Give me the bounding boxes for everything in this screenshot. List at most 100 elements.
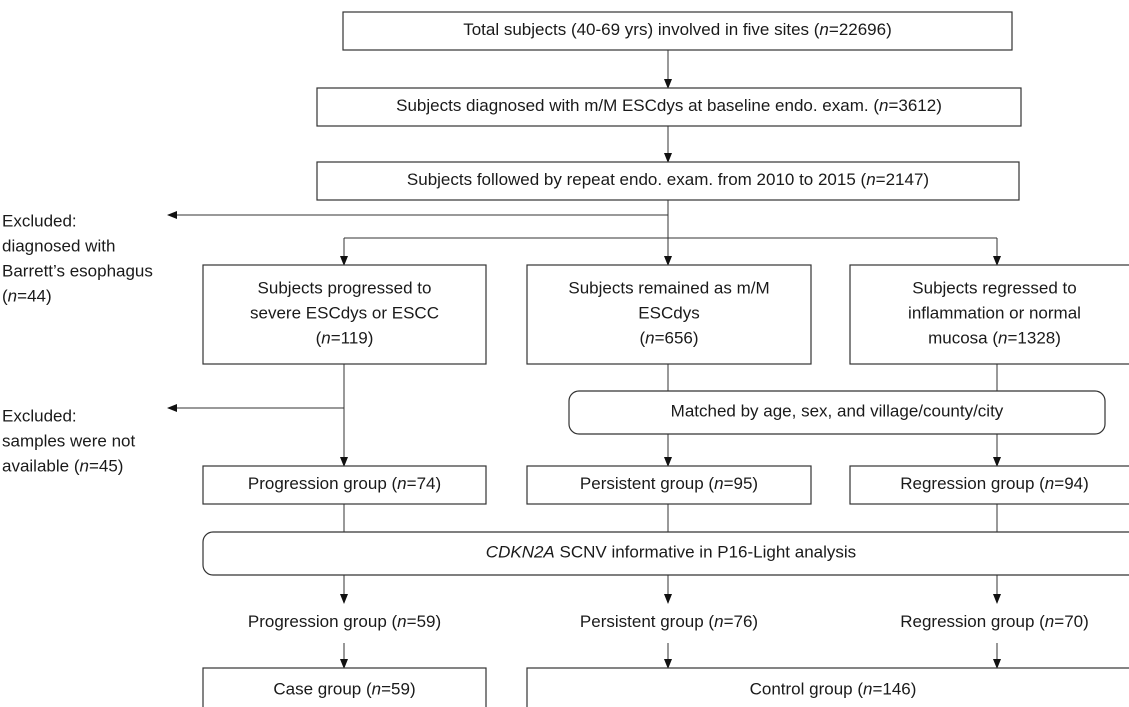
node-label: Persistent group (n=95) [580, 474, 758, 493]
node-label: Progression group (n=74) [248, 474, 441, 493]
node-label: Total subjects (40-69 yrs) involved in f… [463, 20, 892, 39]
node: Excluded: samples were not available (n=45… [2, 407, 136, 476]
label-text: ESCdys [638, 304, 699, 323]
connectors [167, 50, 1001, 669]
label-text: =146) [872, 680, 916, 699]
label-text: Control group ( [750, 680, 864, 699]
label-italic: n [1045, 612, 1054, 631]
node: Persistent group (n=76) [580, 612, 758, 631]
label-italic: n [998, 329, 1007, 348]
box [342, 11, 1013, 51]
label-italic: n [714, 612, 723, 631]
node: Progression group (n=59) [248, 612, 441, 631]
label-text: =74) [407, 474, 442, 493]
label-text: Regression group ( [900, 612, 1045, 631]
label-text: =3612) [888, 96, 941, 115]
label-text: =656) [655, 329, 699, 348]
node-label: Regression group (n=94) [900, 474, 1089, 493]
node: Case group (n=59) [202, 667, 487, 707]
label-italic: n [321, 329, 330, 348]
node: Regression group (n=70) [900, 612, 1089, 631]
label-text: Persistent group ( [580, 612, 715, 631]
node-label: Control group (n=146) [750, 680, 917, 699]
label-text: =2147) [876, 170, 929, 189]
label-text: Progression group ( [248, 612, 398, 631]
label-text: SCNV informative in P16-Light analysis [555, 543, 856, 562]
label-italic: n [879, 96, 888, 115]
label-italic: n [397, 474, 406, 493]
rounded-box [568, 390, 1106, 435]
label-italic: n [1045, 474, 1054, 493]
node: Subjects diagnosed with m/M ESCdys at ba… [316, 87, 1022, 127]
label-text: Subjects diagnosed with m/M ESCdys at ba… [396, 96, 879, 115]
node-label: Barrett’s esophagus [2, 262, 153, 281]
label-text: Regression group ( [900, 474, 1045, 493]
label-text: Excluded: [2, 407, 77, 426]
rounded-box [202, 531, 1129, 576]
label-text: ( [2, 287, 8, 306]
label-italic: n [714, 474, 723, 493]
label-text: available ( [2, 457, 80, 476]
label-italic: n [866, 170, 875, 189]
node-label: Persistent group (n=76) [580, 612, 758, 631]
label-text: Persistent group ( [580, 474, 715, 493]
label-text: =95) [724, 474, 759, 493]
node-label: Regression group (n=70) [900, 612, 1089, 631]
label-text: Excluded: [2, 212, 77, 231]
node: Progression group (n=74) [202, 465, 487, 505]
box [849, 264, 1129, 365]
label-text: =45) [89, 457, 124, 476]
label-text: Case group ( [273, 680, 372, 699]
label-italic: n [372, 680, 381, 699]
box [316, 161, 1020, 201]
node: Control group (n=146) [526, 667, 1129, 707]
label-italic: n [863, 680, 872, 699]
box [316, 87, 1022, 127]
node-label: ESCdys [638, 304, 699, 323]
label-text: Barrett’s esophagus [2, 262, 153, 281]
node-label: mucosa (n=1328) [928, 329, 1061, 348]
label-text: =59) [381, 680, 416, 699]
label-text: Subjects regressed to [912, 279, 1076, 298]
label-italic: n [397, 612, 406, 631]
node: Matched by age, sex, and village/county/… [568, 390, 1106, 435]
node-label: (n=119) [316, 329, 374, 348]
label-text: =94) [1054, 474, 1089, 493]
label-text: Total subjects (40-69 yrs) involved in f… [463, 20, 820, 39]
node: Total subjects (40-69 yrs) involved in f… [342, 11, 1013, 51]
node: Persistent group (n=95) [526, 465, 812, 505]
label-text: diagnosed with [2, 237, 115, 256]
node-label: diagnosed with [2, 237, 115, 256]
label-italic: n [80, 457, 89, 476]
label-italic: CDKN2A [486, 543, 555, 562]
label-text: Subjects remained as m/M [568, 279, 769, 298]
box [526, 465, 812, 505]
node-label: available (n=45) [2, 457, 123, 476]
label-text: =76) [724, 612, 759, 631]
node-label: (n=44) [2, 287, 52, 306]
label-text: =59) [407, 612, 442, 631]
node-label: Subjects progressed to [258, 279, 432, 298]
label-text: =22696) [829, 20, 892, 39]
node: Excluded: diagnosed with Barrett’s esophag… [2, 212, 153, 306]
label-text: ( [316, 329, 322, 348]
node-label: Progression group (n=59) [248, 612, 441, 631]
label-italic: n [8, 287, 17, 306]
node-label: Excluded: [2, 407, 77, 426]
node: Subjects progressed to severe ESCdys or E… [202, 264, 487, 365]
label-text: =44) [17, 287, 52, 306]
node-label: Case group (n=59) [273, 680, 415, 699]
box [526, 264, 812, 365]
node-label: (n=656) [639, 329, 698, 348]
node-label: Excluded: [2, 212, 77, 231]
node-label: severe ESCdys or ESCC [250, 304, 439, 323]
node-label: Subjects remained as m/M [568, 279, 769, 298]
node-label: inflammation or normal [908, 304, 1081, 323]
box [202, 667, 487, 707]
label-text: severe ESCdys or ESCC [250, 304, 439, 323]
label-italic: n [645, 329, 654, 348]
label-text: Subjects progressed to [258, 279, 432, 298]
node-label: Subjects diagnosed with m/M ESCdys at ba… [396, 96, 942, 115]
label-text: samples were not [2, 432, 136, 451]
